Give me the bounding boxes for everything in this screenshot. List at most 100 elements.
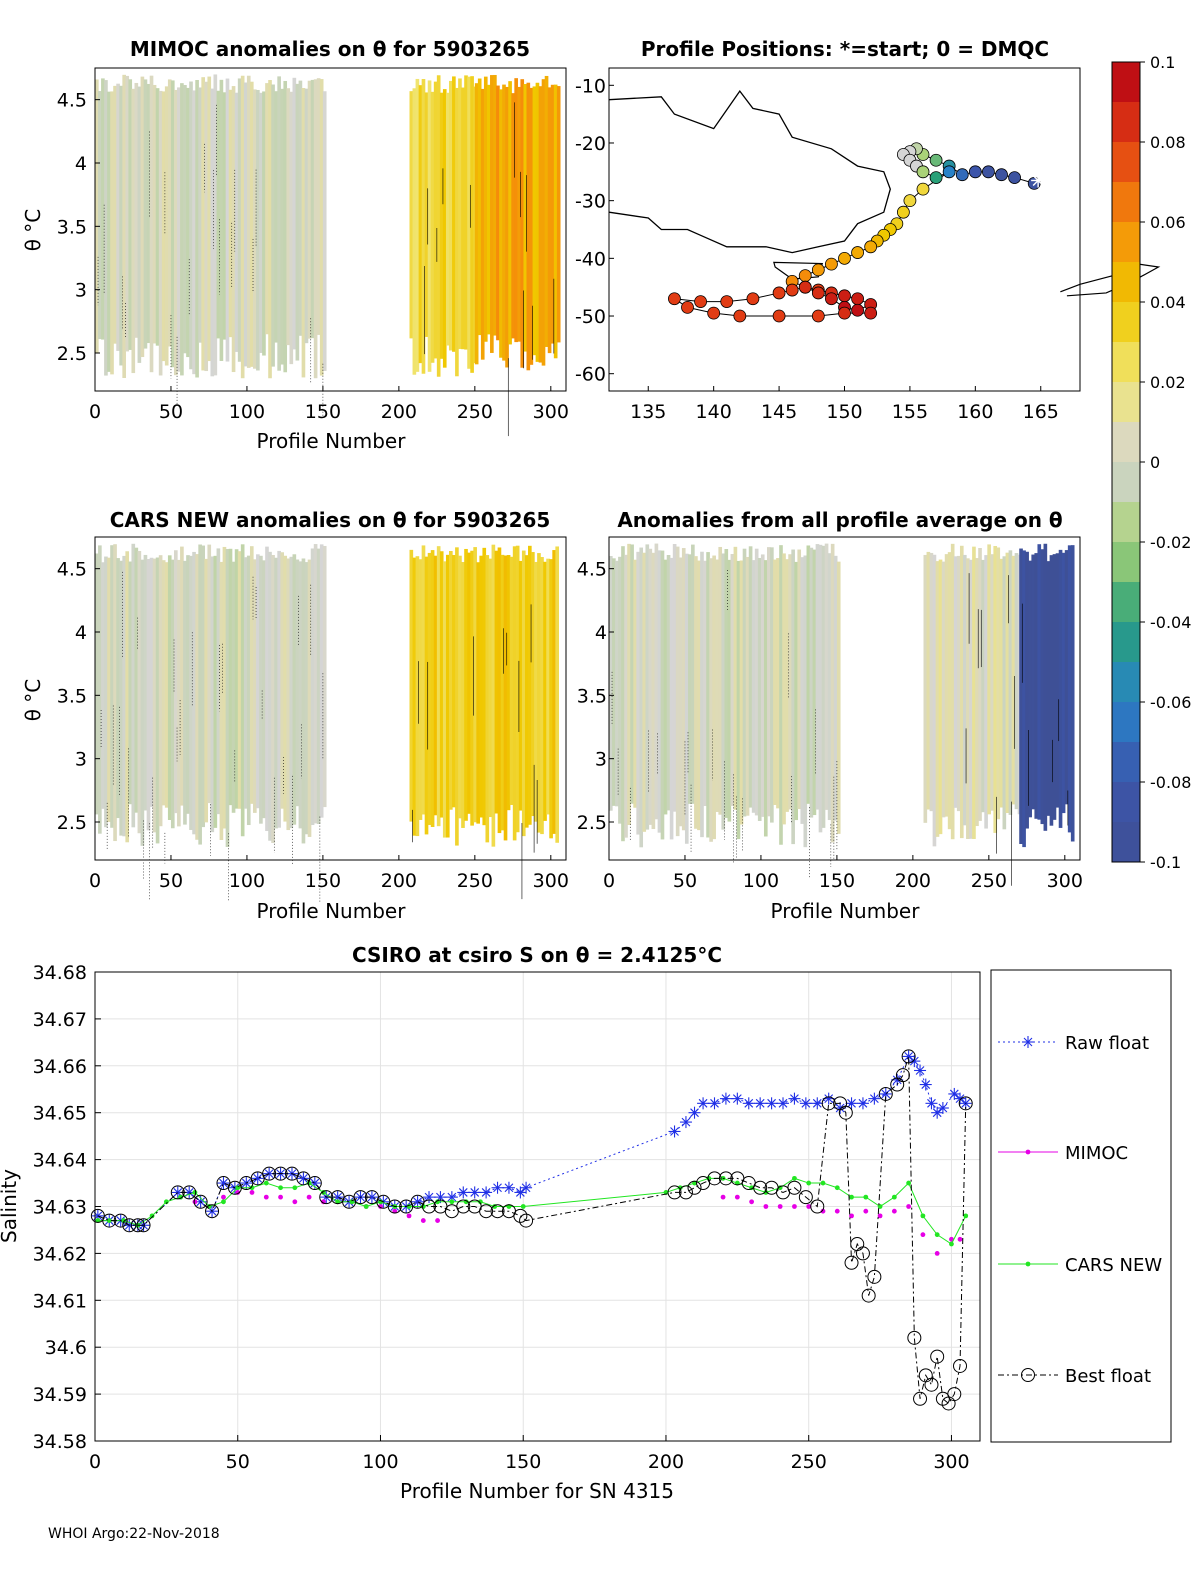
allavg-axes-box [608, 536, 1081, 861]
salinity-x-ticks: 0 50 100 150 200 250 300 [89, 1435, 970, 1473]
y-tick-label: 2.5 [57, 343, 87, 365]
colorbar-band [1112, 742, 1140, 783]
data-point [777, 1204, 783, 1209]
best-float-marker [867, 1269, 882, 1284]
profile-position-marker [968, 165, 982, 179]
allavg-panel: Anomalies from all profile average on θ … [577, 508, 1083, 923]
heatmap-column [932, 554, 937, 847]
data-point [934, 1232, 940, 1238]
heatmap-column [517, 86, 522, 342]
data-point [192, 1199, 198, 1205]
best-float-marker [941, 1396, 956, 1411]
heatmap-column [987, 544, 991, 815]
heatmap-column [210, 556, 215, 833]
legend-marker [1023, 1037, 1033, 1047]
colorbar-band [1112, 382, 1140, 423]
heatmap-column [174, 550, 178, 814]
marker-stroke [744, 1098, 754, 1108]
raw-float-marker [799, 1097, 812, 1110]
data-point [849, 1194, 854, 1200]
heatmap-column [125, 75, 130, 352]
legend-marker [1021, 1368, 1035, 1382]
heatmap-column [697, 560, 701, 831]
heatmap-column [1034, 553, 1039, 819]
raw-float-marker [217, 1177, 230, 1190]
y-tick-label: 34.65 [33, 1103, 87, 1125]
profile-position-marker [694, 295, 707, 308]
heatmap-column [543, 561, 547, 821]
heatmap-column [131, 543, 136, 828]
best-float-marker [798, 1190, 813, 1205]
best-float-marker [844, 1255, 859, 1270]
colorbar: 0.1 0.08 0.06 0.04 0.02 0 -0.02 -0.04 -0.06 -0.08… [1111, 53, 1191, 872]
heatmap-column [225, 78, 230, 362]
heatmap-column [134, 82, 139, 338]
profile-position-marker [929, 171, 943, 184]
colorbar-band [1112, 462, 1140, 503]
heatmap-column [167, 555, 172, 820]
salinity-xlabel: Profile Number for SN 4315 [400, 1479, 674, 1503]
data-point [249, 1185, 255, 1191]
x-tick-label: 145 [761, 401, 797, 423]
y-tick-label: 34.6 [45, 1337, 87, 1359]
heatmap-column [137, 86, 142, 363]
heatmap-column [615, 560, 619, 807]
heatmap-column [733, 546, 738, 810]
heatmap-column [651, 552, 656, 830]
best-float-marker [205, 1204, 220, 1219]
heatmap-column [528, 545, 532, 825]
heatmap-column [1061, 552, 1066, 814]
cars-y-ticks: 4.5 4 3.5 3 2.5 [57, 559, 100, 834]
heatmap-column [996, 547, 1001, 820]
heatmap-column [621, 546, 625, 842]
y-tick-label: 34.58 [33, 1431, 87, 1453]
heatmap-column [204, 558, 209, 823]
x-tick-label: 50 [673, 870, 697, 892]
heatmap-column [119, 85, 123, 366]
best-float-marker [182, 1185, 197, 1200]
best-float-marker [787, 1180, 802, 1195]
heatmap-column [430, 91, 435, 363]
raw-float-marker [936, 1102, 949, 1115]
heatmap-column [938, 559, 943, 835]
heatmap-column [322, 91, 327, 371]
heatmap-column [265, 546, 269, 832]
marker-stroke [755, 1098, 765, 1108]
heatmap-column [736, 560, 741, 840]
data-point [292, 1185, 298, 1191]
x-tick-label: 150 [819, 870, 855, 892]
y-tick-label: 4.5 [577, 559, 607, 581]
heatmap-column [253, 559, 257, 813]
marker-stroke [481, 1188, 491, 1197]
heatmap-column [480, 88, 485, 360]
heatmap-column [524, 555, 529, 828]
best-float-marker [861, 1288, 876, 1303]
heatmap-column [521, 550, 526, 837]
x-tick-label: 140 [696, 401, 732, 423]
heatmap-column [116, 83, 120, 351]
heatmap-column [757, 557, 762, 821]
legend-marker [1025, 1149, 1031, 1155]
heatmap-column [929, 552, 934, 812]
heatmap-column [1043, 543, 1048, 831]
heatmap-column [657, 550, 662, 833]
heatmap-column [645, 544, 650, 830]
heatmap-column [990, 554, 994, 811]
heatmap-column [134, 547, 139, 813]
y-tick-label: -50 [575, 306, 606, 328]
marker-stroke [470, 1188, 480, 1197]
heatmap-column [544, 75, 549, 347]
marker-stroke [504, 1183, 514, 1193]
heatmap-column [301, 88, 306, 378]
heatmap-column [412, 557, 417, 836]
raw-float-marker [697, 1097, 710, 1110]
heatmap-column [836, 561, 841, 834]
data-point [806, 1180, 812, 1186]
heatmap-column [494, 550, 499, 814]
raw-float-marker [688, 1106, 701, 1119]
heatmap-column [280, 552, 284, 809]
raw-float-marker [811, 1097, 824, 1110]
x-tick-label: 50 [159, 870, 183, 892]
y-tick-label: 3.5 [57, 685, 87, 707]
